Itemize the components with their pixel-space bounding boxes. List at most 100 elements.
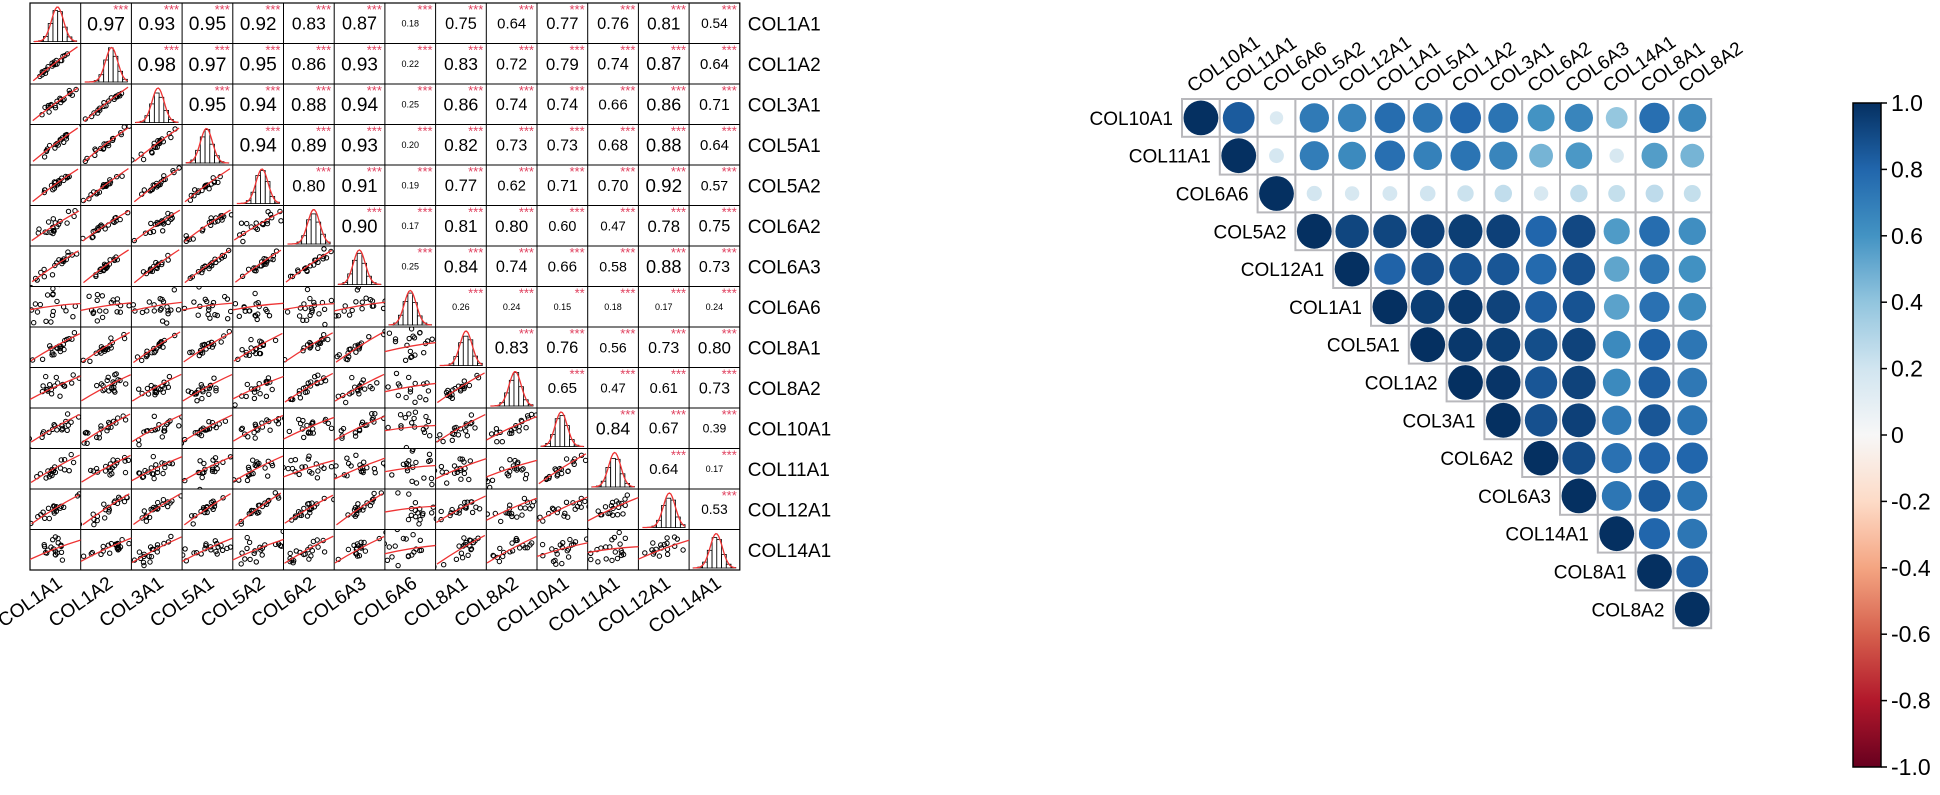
significance-stars: *** [215,83,230,98]
correlation-value: 0.17 [401,221,419,231]
significance-stars: *** [316,124,331,139]
correlation-circle [1337,103,1367,133]
loess-line [283,416,335,440]
scatter-cell [30,372,81,400]
significance-stars: *** [570,367,585,382]
correlation-circle [1525,366,1558,399]
scatter-points [490,535,535,565]
histogram-bar [108,47,114,83]
correlation-value: 0.84 [596,419,630,439]
scatter-cell [31,208,80,242]
significance-stars: *** [367,2,382,17]
scatter-cell [80,493,130,528]
scatter-cell [537,536,588,567]
scatter-cell [284,535,334,566]
scatter-points [30,286,78,326]
scatter-cell [384,529,436,569]
heatmap-row-label: COL10A1 [1090,109,1173,130]
correlation-circle [1486,214,1521,249]
loess-line [30,375,81,400]
correlation-value: 0.81 [647,14,680,33]
scatter-cell [384,490,436,527]
correlation-value: 0.64 [497,17,526,33]
correlation-circle-plot: COL10A1 COL11A1 COL6A6 COL5A2 COL12A1 COL1A1 C… [1090,32,1931,780]
correlation-circle [1562,252,1596,286]
scatter-points [386,327,435,363]
scatter-cell [80,209,131,242]
heatmap-row-label: COL3A1 [1403,411,1476,432]
scatter-cell [30,330,81,363]
scatter-cell [83,249,129,284]
significance-stars: *** [417,43,432,58]
loess-line [284,332,333,363]
correlation-value: 0.80 [292,176,325,195]
correlation-value: 0.53 [701,502,727,517]
correlation-value: 0.74 [597,56,629,74]
heatmap-row-label: COL6A3 [1478,487,1551,508]
scatter-cell [30,534,81,563]
scatter-cell [131,126,180,163]
loess-line [336,493,384,526]
correlation-value: 0.75 [699,218,731,236]
loess-line [32,127,79,162]
scatter-cell [233,414,284,442]
histogram-cell [490,371,534,407]
correlation-circle [1601,443,1632,474]
loess-line [384,382,436,393]
significance-stars: *** [570,43,585,58]
correlation-circle [1638,328,1671,361]
correlation-value: 0.54 [701,16,728,31]
correlation-value: 0.95 [189,14,226,35]
correlation-value: 0.97 [87,13,125,35]
scatter-points [182,286,233,322]
loess-line [486,535,537,564]
significance-stars: *** [722,124,737,139]
density-curve [388,289,432,326]
correlation-circle [1525,291,1557,323]
loess-line [486,497,537,521]
correlation-circle [1485,402,1521,438]
significance-stars: *** [265,124,280,139]
scatter-matrix: 0.97***0.93***0.95***0.92***0.83***0.87*… [0,2,831,638]
density-curve [338,249,381,286]
colorbar-tick-label: 0.8 [1891,156,1923,182]
correlation-circle [1410,289,1445,324]
correlation-value: 0.78 [648,217,680,236]
correlation-circle [1299,103,1330,133]
significance-stars: *** [722,488,737,503]
scatter-cell [131,209,181,244]
scatter-cell [334,452,385,480]
significance-stars: *** [620,205,635,220]
loess-line [30,302,81,311]
colorbar-bar [1852,102,1882,768]
correlation-value: 0.76 [546,339,578,357]
loess-line [81,454,131,483]
scatter-cell [283,286,335,327]
loess-line [30,454,80,483]
significance-stars: *** [519,83,534,98]
histogram-cell [642,492,686,529]
scatter-cell [30,411,81,449]
significance-stars: ** [575,286,585,301]
scatter-cell [182,286,233,322]
significance-stars: *** [519,286,534,301]
correlation-circle [1382,186,1398,201]
correlation-value: 0.88 [291,95,326,115]
loess-line [232,375,284,400]
correlation-circle [1338,141,1366,170]
loess-line [131,414,182,443]
histogram-bar [407,292,413,326]
correlation-circle [1678,217,1707,245]
correlation-value: 0.19 [401,180,419,190]
loess-line [80,302,132,312]
loess-line [384,424,436,432]
scatter-cell [32,124,81,162]
correlation-value: 0.58 [599,259,627,275]
correlation-circle [1448,289,1483,324]
correlation-value: 0.72 [496,56,527,73]
significance-stars: *** [417,205,432,220]
histogram-bar [356,252,363,285]
correlation-value: 0.87 [646,54,681,74]
correlation-value: 0.84 [444,257,478,277]
